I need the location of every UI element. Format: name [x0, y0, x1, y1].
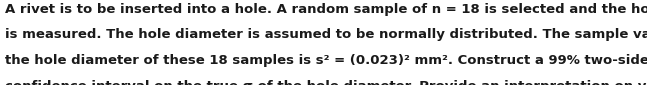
Text: the hole diameter of these 18 samples is s² = (0.023)² mm². Construct a 99% two-: the hole diameter of these 18 samples is… [5, 54, 647, 67]
Text: is measured. The hole diameter is assumed to be normally distributed. The sample: is measured. The hole diameter is assume… [5, 28, 647, 41]
Text: confidence interval on the true σ of the hole diameter. Provide an interpretatio: confidence interval on the true σ of the… [5, 80, 647, 85]
Text: A rivet is to be inserted into a hole. A random sample of n = 18 is selected and: A rivet is to be inserted into a hole. A… [5, 3, 647, 16]
